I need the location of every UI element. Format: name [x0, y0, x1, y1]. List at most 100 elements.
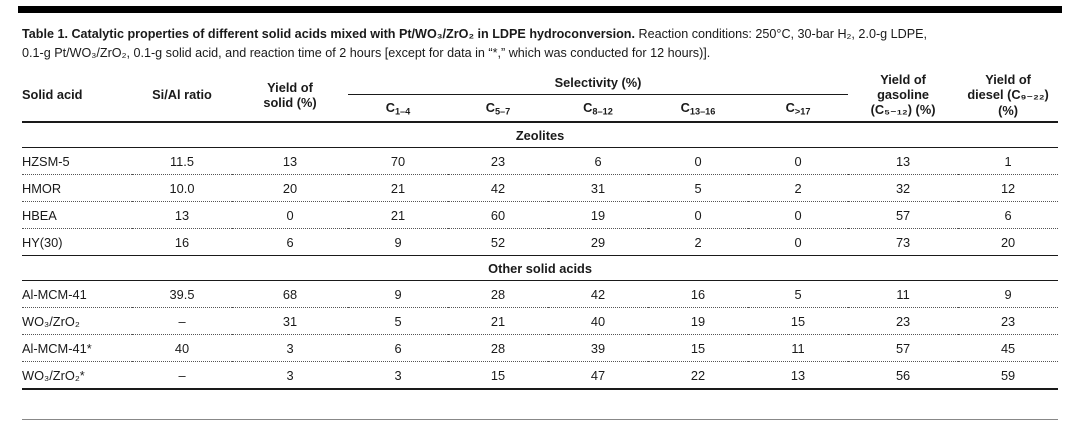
table-cell: 47 — [548, 361, 648, 390]
header-solid-acid: Solid acid — [22, 87, 83, 102]
table-cell: 9 — [348, 228, 448, 256]
table-cell: 31 — [548, 174, 648, 202]
row-label: WO₃/ZrO₂ — [22, 307, 132, 335]
table-caption: Table 1. Catalytic properties of differe… — [22, 25, 1058, 63]
header-gasoline-line3: (C₅₋₁₂) (%) — [870, 101, 936, 117]
table-row: HMOR 10.0 20 21 42 31 5 2 32 12 — [22, 174, 1059, 202]
table-cell: 5 — [348, 307, 448, 335]
table-cell: – — [132, 307, 232, 335]
table-cell: 13 — [748, 361, 849, 390]
header-c1-4: C1–4 — [385, 99, 411, 116]
top-rule — [18, 6, 1062, 13]
table-cell: 40 — [548, 307, 648, 335]
table-cell: 13 — [848, 147, 959, 175]
table-cell: 3 — [348, 361, 448, 390]
table-cell: – — [132, 361, 232, 390]
table-cell: 56 — [848, 361, 959, 390]
table-row: HY(30) 16 6 9 52 29 2 0 73 20 — [22, 228, 1059, 256]
header-yield-gasoline: Yield of gasoline (C₅₋₁₂) (%) — [848, 70, 958, 119]
table-cell: 23 — [848, 307, 959, 335]
header-c5-7: C5–7 — [485, 99, 511, 116]
section-header: Other solid acids — [22, 255, 1059, 281]
header-yield-solid-line1: Yield of — [267, 79, 313, 95]
table-cell: 42 — [448, 174, 548, 202]
header-diesel-line2: diesel (C₉₋₂₂) — [967, 86, 1049, 102]
table-cell: 12 — [958, 174, 1059, 202]
table-cell: 32 — [848, 174, 959, 202]
caption-conditions-line2: 0.1-g Pt/WO₃/ZrO₂, 0.1-g solid acid, and… — [22, 46, 711, 60]
table-cell: 0 — [748, 201, 849, 229]
caption-title: Table 1. Catalytic properties of differe… — [22, 27, 635, 41]
table-cell: 2 — [648, 228, 748, 256]
table-cell: 6 — [348, 334, 448, 362]
table-cell: 21 — [348, 174, 448, 202]
table-cell: 15 — [448, 361, 548, 390]
table-cell: 28 — [448, 280, 548, 308]
table-cell: 31 — [232, 307, 348, 335]
table-cell: 11 — [848, 280, 959, 308]
section-title: Zeolites — [22, 122, 1059, 148]
caption-conditions-line1: Reaction conditions: 250°C, 30-bar H₂, 2… — [635, 27, 928, 41]
table-cell: 6 — [958, 201, 1059, 229]
header-diesel-line1: Yield of — [985, 71, 1031, 87]
table-cell: 6 — [548, 147, 648, 175]
table-cell: 9 — [958, 280, 1059, 308]
table-cell: 13 — [132, 201, 232, 229]
table-cell: 40 — [132, 334, 232, 362]
table-cell: 28 — [448, 334, 548, 362]
table-cell: 13 — [232, 147, 348, 175]
table-cell: 21 — [448, 307, 548, 335]
table-cell: 57 — [848, 334, 959, 362]
table-cell: 2 — [748, 174, 849, 202]
table-cell: 45 — [958, 334, 1059, 362]
table-cell: 11 — [748, 334, 849, 362]
table-cell: 15 — [648, 334, 748, 362]
table-cell: 29 — [548, 228, 648, 256]
section-header: Zeolites — [22, 122, 1059, 148]
table-cell: 60 — [448, 201, 548, 229]
table-cell: 68 — [232, 280, 348, 308]
header-yield-solid-line2: solid (%) — [263, 94, 317, 110]
row-label: HZSM-5 — [22, 147, 132, 175]
table-cell: 16 — [648, 280, 748, 308]
table-row: WO₃/ZrO₂* –3 3 15 47 22 13 56 59 — [22, 361, 1059, 390]
table-body: Zeolites HZSM-5 11.5 13 70 23 6 0 0 13 1 HMOR 10.0 20… — [22, 122, 1059, 390]
row-label: Al-MCM-41 — [22, 280, 132, 308]
table-cell: 59 — [958, 361, 1059, 390]
header-yield-solid: Yield of solid (%) — [232, 70, 348, 119]
table-cell: 11.5 — [132, 147, 232, 175]
bottom-rule — [22, 419, 1058, 420]
table-cell: 23 — [958, 307, 1059, 335]
table-cell: 52 — [448, 228, 548, 256]
header-diesel-line3: (%) — [998, 102, 1019, 118]
row-label: HBEA — [22, 201, 132, 229]
table-cell: 5 — [648, 174, 748, 202]
table-cell: 6 — [232, 228, 348, 256]
header-gasoline-line1: Yield of — [880, 71, 926, 87]
table-row: WO₃/ZrO₂ –31 5 21 40 19 15 23 23 — [22, 307, 1059, 335]
section-title: Other solid acids — [22, 255, 1059, 281]
header-yield-diesel: Yield of diesel (C₉₋₂₂) (%) — [958, 70, 1058, 119]
table-cell: 0 — [748, 228, 849, 256]
header-gasoline-line2: gasoline — [877, 86, 930, 102]
table-cell: 0 — [648, 147, 748, 175]
table-cell: 23 — [448, 147, 548, 175]
table-cell: 19 — [548, 201, 648, 229]
table-cell: 1 — [958, 147, 1059, 175]
table-cell: 21 — [348, 201, 448, 229]
table-cell: 16 — [132, 228, 232, 256]
table-cell: 0 — [748, 147, 849, 175]
table-cell: 15 — [748, 307, 849, 335]
header-selectivity: Selectivity (%) — [348, 70, 849, 95]
header-c13-16: C13–16 — [680, 99, 716, 116]
table-cell: 42 — [548, 280, 648, 308]
header-si-al-ratio: Si/Al ratio — [152, 87, 212, 102]
table-cell: 3 — [232, 334, 348, 362]
table-row: HBEA 13 0 21 60 19 0 0 57 6 — [22, 201, 1059, 229]
table-cell: 0 — [648, 201, 748, 229]
header-c17plus: C>17 — [785, 99, 811, 116]
table-cell: 73 — [848, 228, 959, 256]
table-cell: 39.5 — [132, 280, 232, 308]
table-cell: 20 — [232, 174, 348, 202]
table-row: Al-MCM-41* 40 3 6 28 39 15 11 57 45 — [22, 334, 1059, 362]
